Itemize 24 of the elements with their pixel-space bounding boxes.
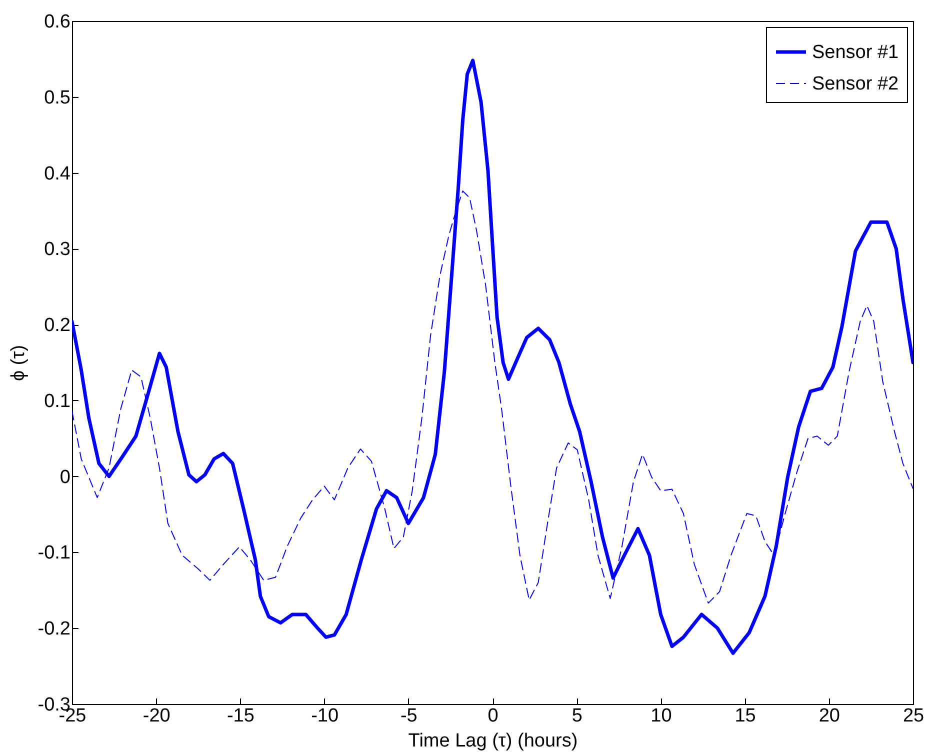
x-tick-label: 0 — [488, 706, 498, 726]
y-tick-label: 0.2 — [44, 315, 70, 336]
legend-label: Sensor #2 — [812, 74, 899, 94]
y-tick-label: 0 — [60, 466, 70, 488]
x-tick-label: -20 — [142, 706, 170, 726]
y-tick-label: 0.3 — [44, 239, 70, 260]
x-tick-label: 10 — [650, 706, 672, 726]
x-axis-title: Time Lag (τ) (hours) — [408, 730, 578, 752]
x-tick-label: -10 — [311, 706, 339, 726]
y-tick-label: 0.6 — [44, 12, 70, 32]
y-tick-label: 0.4 — [44, 163, 71, 184]
line-series — [72, 58, 913, 655]
x-tick-label: -5 — [400, 706, 418, 726]
y-tick-label: 0.1 — [44, 390, 70, 412]
x-tick-label: 5 — [572, 706, 582, 726]
legend-label: Sensor #1 — [812, 42, 899, 63]
x-tick-label: -15 — [226, 706, 254, 726]
x-tick-label: 20 — [818, 706, 840, 726]
x-tick-label: 25 — [902, 706, 924, 726]
y-axis-title: ϕ (τ) — [8, 344, 29, 382]
y-tick-label: 0.5 — [44, 87, 70, 108]
x-tick-label: 15 — [734, 706, 756, 726]
y-tick-label: -0.1 — [38, 542, 70, 564]
y-tick-label: -0.2 — [38, 618, 70, 640]
